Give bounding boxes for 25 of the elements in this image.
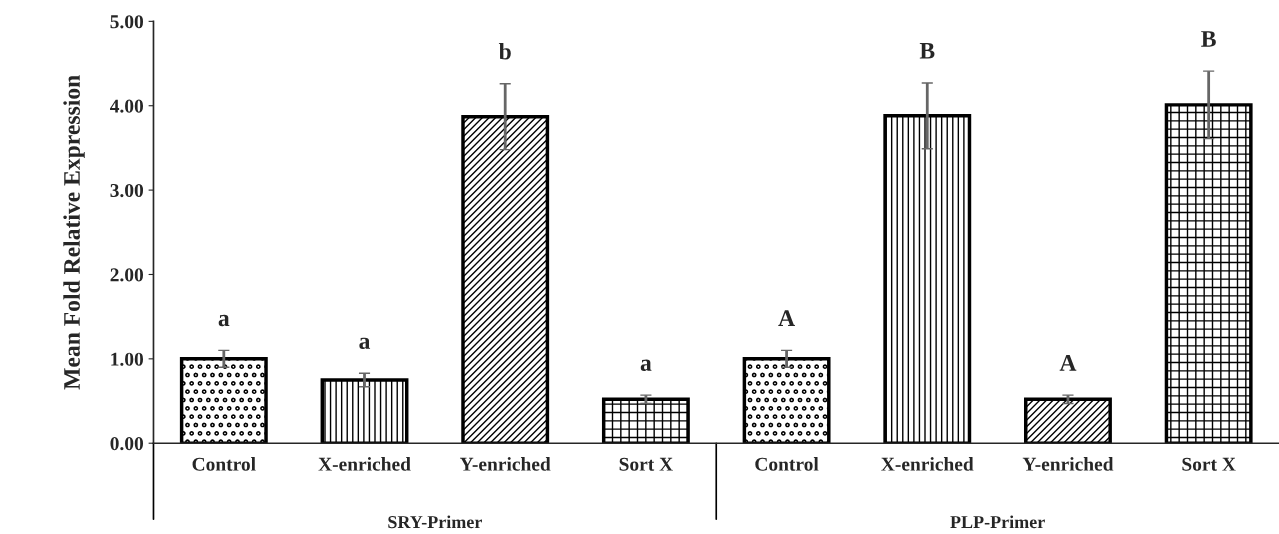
y-tick-label: 4.00 xyxy=(110,99,144,113)
data-label: A xyxy=(1059,355,1077,371)
x-tick-label: X-enriched xyxy=(318,457,411,471)
x-tick-label: X-enriched xyxy=(881,457,974,471)
data-label: a xyxy=(218,314,230,327)
x-tick-label: Sort X xyxy=(619,457,673,471)
y-tick-label: 2.00 xyxy=(110,268,144,282)
x-tick-label: Y-enriched xyxy=(459,457,551,471)
data-label: B xyxy=(919,43,935,59)
data-label: a xyxy=(359,337,371,349)
x-tick-label: Control xyxy=(192,457,256,471)
text: SRY-Primer xyxy=(388,515,482,529)
y-tick-label: 5.00 xyxy=(110,15,144,29)
data-label: A xyxy=(778,310,795,326)
data-label: B xyxy=(1201,31,1216,47)
data-label: a xyxy=(640,359,652,371)
y-tick-label: 0.00 xyxy=(110,437,144,451)
data-label: b xyxy=(498,42,511,60)
y-axis-title: Mean Fold Relative Expression xyxy=(63,75,85,390)
x-tick-label: Sort X xyxy=(1182,457,1236,471)
text: PLP-Primer xyxy=(950,515,1045,529)
x-tick-label: Y-enriched xyxy=(1022,457,1114,471)
y-tick-label: 1.00 xyxy=(111,352,144,366)
x-tick-label: Control xyxy=(755,457,819,471)
y-tick-label: 3.00 xyxy=(110,183,144,198)
